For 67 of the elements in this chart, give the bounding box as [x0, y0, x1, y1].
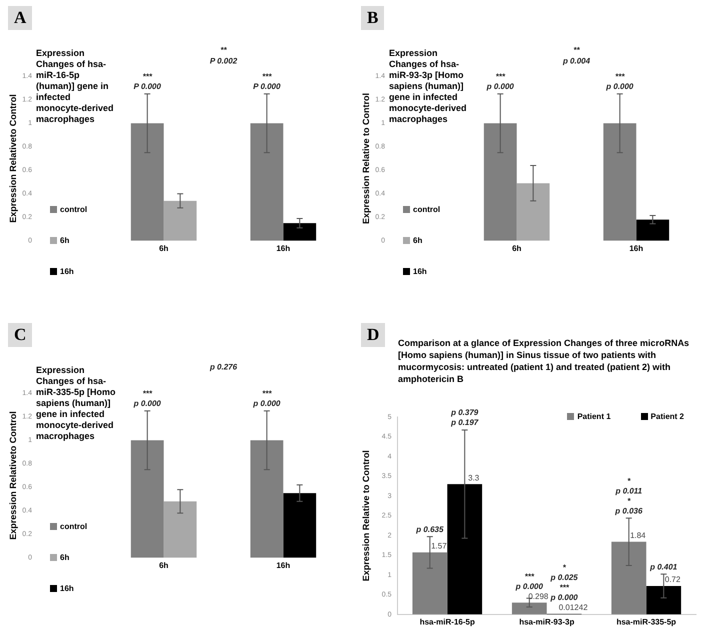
x-tick-label: 16h	[629, 244, 644, 253]
annotation: ***	[142, 72, 153, 82]
legend-label: Patient 2	[650, 412, 684, 421]
annotation: ***	[524, 572, 535, 581]
text: Expression Changes of hsa-miR-16-5p (human)] gene in infected monocyte-derived macrophages	[36, 48, 115, 125]
legend-label: control	[60, 522, 88, 531]
x-tick-label: 16h	[276, 244, 290, 253]
x-tick-label: hsa-miR-93-3p	[519, 617, 574, 626]
annotation: p 0.379	[450, 408, 479, 418]
legend-label: control	[413, 205, 440, 214]
text: B	[361, 6, 384, 30]
annotation: p 0.401	[649, 562, 678, 572]
annotation: P 0.000	[253, 82, 282, 92]
data-label: 1.84	[630, 530, 646, 540]
text: Expression Changes of hsa-miR-335-5p [Homo sapiens (human)] gene in infected monocyte-derived macrophages	[36, 365, 117, 442]
annotation: p 0.000	[252, 399, 281, 408]
annotation: p 0.197	[450, 418, 479, 428]
y-axis-title: Expression Relative to Control	[360, 450, 371, 582]
annotation: p 0.000	[514, 582, 544, 591]
annotation: p 0.025	[550, 573, 578, 582]
legend-label: control	[60, 205, 88, 214]
text: P 0.002	[210, 56, 238, 66]
text: Expression Changes of hsa-miR-93-3p [Homo sapiens (human)] gene in infected monocyte-derived macrophages	[389, 48, 468, 125]
x-tick-label: 6h	[512, 244, 522, 253]
y-axis-title: Expression Relative to Control	[360, 92, 371, 224]
legend-label: 16h	[60, 584, 74, 593]
annotation: p 0.000	[605, 82, 634, 92]
x-tick-label: 6h	[159, 244, 169, 253]
text: **	[573, 45, 580, 54]
annotation: *	[627, 476, 632, 486]
legend-label: 16h	[413, 267, 427, 276]
annotation: ***	[496, 72, 506, 82]
annotation: p 0.036	[614, 506, 643, 516]
x-tick-label: hsa-miR-16-5p	[420, 617, 475, 626]
text: p 0.276	[208, 362, 238, 372]
data-label: 3.3	[468, 473, 480, 482]
annotation: p 0.635	[415, 524, 444, 534]
data-label: 0.298	[528, 592, 549, 601]
annotation: *	[627, 496, 632, 506]
annotation: ***	[142, 389, 153, 398]
text: p 0.004	[562, 56, 591, 66]
legend-label: 16h	[60, 267, 74, 276]
x-tick-label: hsa-miR-335-5p	[616, 617, 676, 626]
text: A	[8, 6, 32, 30]
data-label: 1.57	[431, 542, 448, 551]
text: C	[8, 323, 32, 347]
annotation: p 0.011	[614, 486, 643, 496]
legend-label: 6h	[413, 236, 422, 245]
annotation: ***	[262, 72, 272, 82]
data-label: 0.01242	[558, 603, 588, 612]
annotation: ***	[560, 583, 570, 592]
annotation: ***	[615, 72, 626, 82]
legend-label: 6h	[60, 236, 70, 245]
chart-title: Comparison at a glance of Expression Changes of three microRNAs [Homo sapiens (human)] in Sinus tissue of two patients with mucormycosis: untreated (patient 1) and treated (patient 2) with amphotericin B	[398, 337, 690, 385]
annotation: p 0.000	[486, 82, 514, 92]
legend-label: Patient 1	[577, 412, 611, 421]
text: D	[361, 323, 386, 347]
annotation: *	[562, 563, 567, 572]
y-axis-title: Expression Relativeto Control	[8, 94, 18, 223]
legend-label: 6h	[60, 553, 70, 562]
text: **	[220, 45, 228, 54]
y-axis-title: Expression Relativeto Control	[8, 411, 18, 540]
annotation: P 0.000	[134, 82, 162, 92]
annotation: p 0.000	[550, 593, 578, 602]
annotation: p 0.000	[132, 399, 162, 408]
data-label: 0.72	[664, 575, 681, 584]
annotation: ***	[262, 389, 272, 398]
